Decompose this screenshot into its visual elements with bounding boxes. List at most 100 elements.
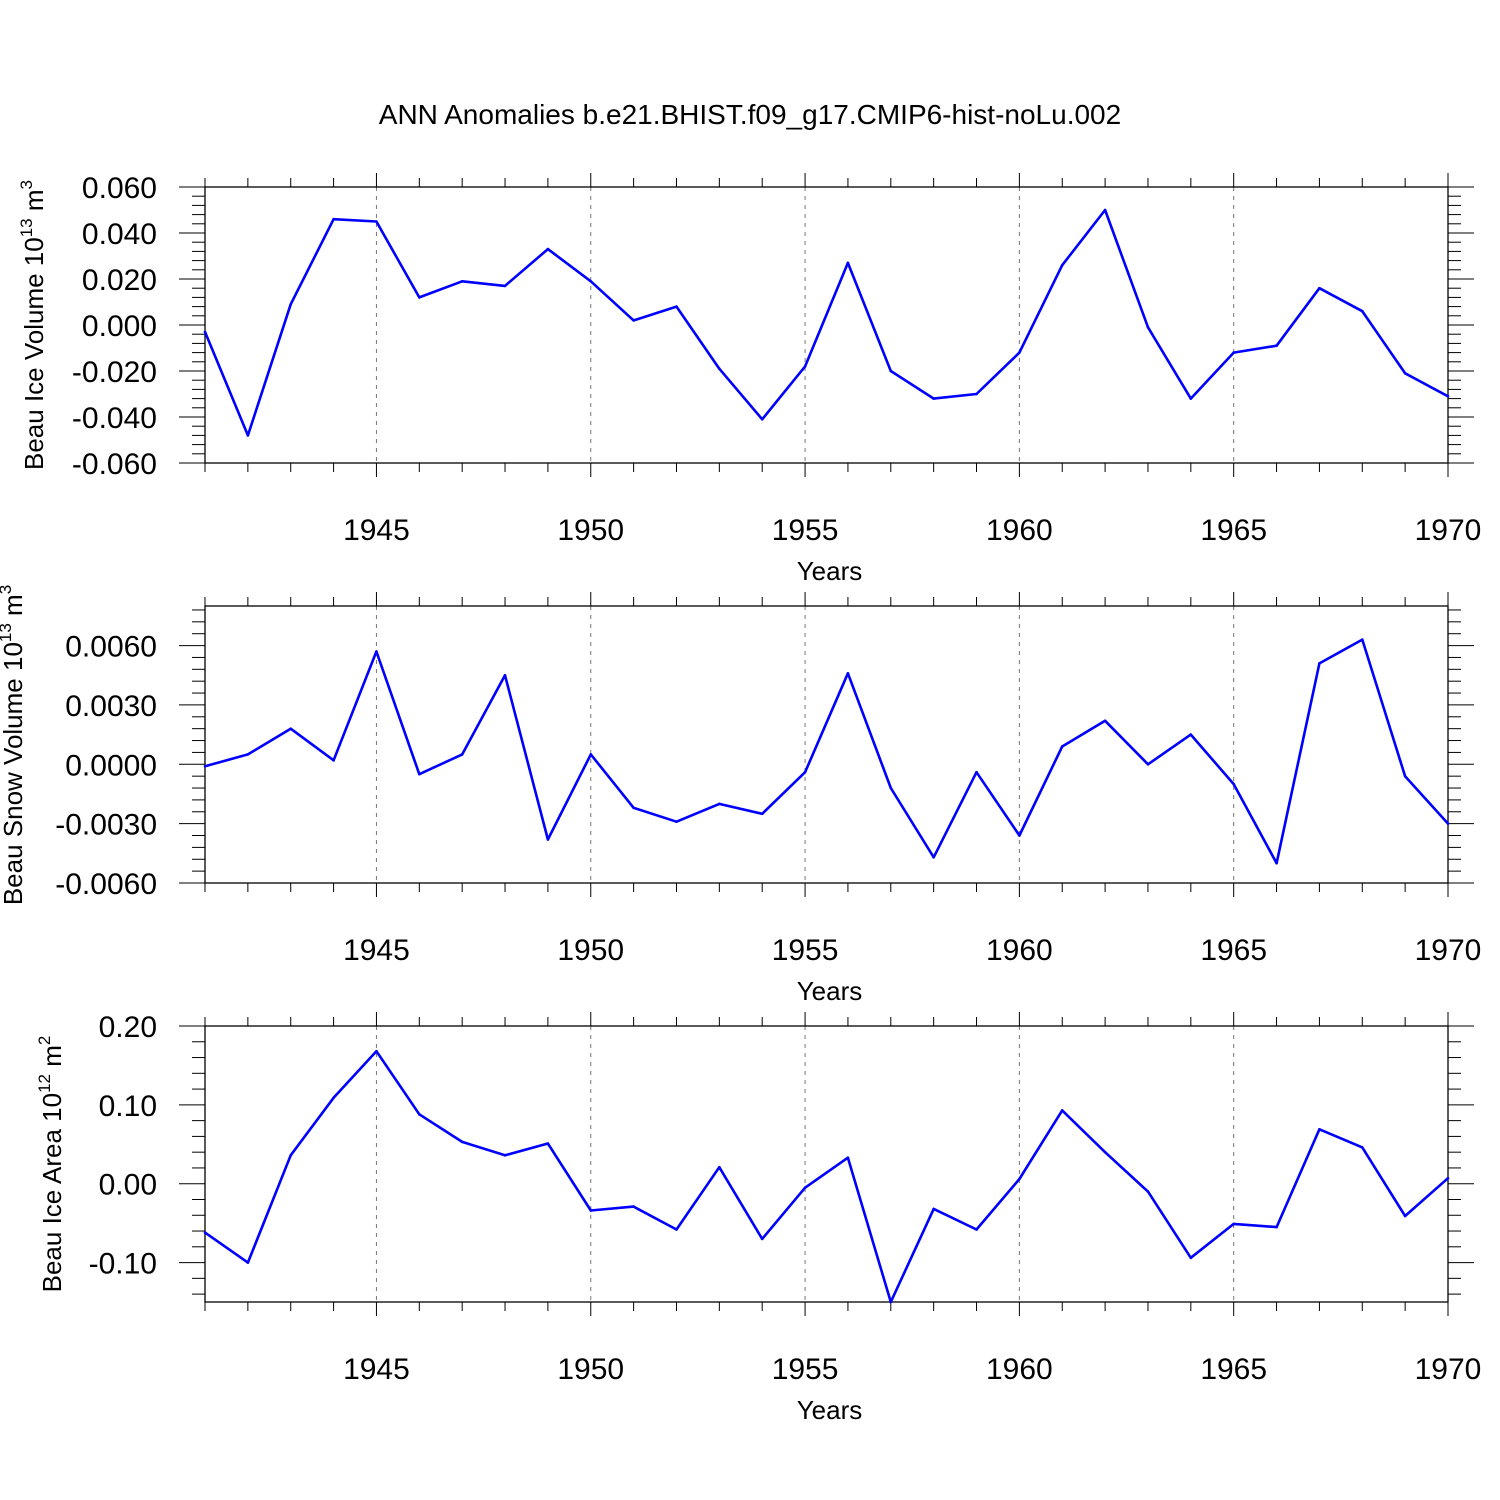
panel-2-data-point (1275, 861, 1278, 865)
panel-1-data-point (889, 369, 893, 373)
panel-1-ytick-label: -0.060 (72, 448, 157, 481)
panel-2-ytick-label: 0.0030 (65, 690, 157, 723)
panel-1-data-point (632, 319, 635, 322)
panel-3-data-point (1060, 1109, 1064, 1112)
panel-1-data-point (1360, 309, 1364, 313)
panel-2-xtick-label: 1960 (986, 934, 1053, 967)
panel-1-data-point (932, 397, 935, 400)
panel-3-data-point (675, 1228, 678, 1231)
panel-2-data-point (803, 770, 807, 774)
panel-3-data-point (546, 1142, 550, 1145)
panel-2-series-line (204, 638, 1449, 865)
panel-2-data-point (332, 759, 335, 762)
panel-1-data-point (1146, 326, 1150, 329)
panel-1-xlabel: Years (797, 556, 863, 586)
panel-2-data-point (975, 770, 978, 774)
figure-title: ANN Anomalies b.e21.BHIST.f09_g17.CMIP6-… (379, 99, 1121, 130)
panel-3-data-point (1318, 1128, 1321, 1131)
panel-1-ytick-label: 0.060 (82, 172, 157, 205)
panel-3-ytick-label: 0.10 (99, 1090, 157, 1123)
panel-1-data-point (418, 296, 421, 299)
panel-3-data-point (975, 1228, 978, 1231)
panel-2-data-point (418, 772, 421, 776)
panel-1-xtick-label: 1945 (343, 514, 410, 547)
panel-1-ytick-label: 0.040 (82, 218, 157, 251)
panel-3-data-point (803, 1186, 807, 1189)
panel-2-data-point (889, 786, 893, 790)
panel-3-series-line (204, 1049, 1449, 1304)
panel-2-data-point (1232, 782, 1235, 786)
panel-1-ytick-label: -0.040 (72, 402, 157, 435)
panel-3-xtick-label: 1955 (772, 1353, 839, 1386)
panel-3-xtick-label: 1965 (1200, 1353, 1267, 1386)
panel-1-ylabel: Beau Ice Volume 1013 m3 (17, 180, 49, 470)
panel-2-data-point (718, 802, 721, 806)
panel-3-data-point (760, 1237, 764, 1241)
panel-1-data-point (675, 305, 678, 308)
panel-3-xtick-label: 1970 (1415, 1353, 1482, 1386)
panel-2-data-point (589, 753, 593, 756)
panel-2-data-point (1318, 662, 1321, 665)
panel-2-xtick-label: 1945 (343, 934, 410, 967)
panel-2-ylabel: Beau Snow Volume 1013 m3 (0, 585, 28, 905)
panel-3-data-point (1446, 1176, 1450, 1180)
panel-3-data-point (846, 1156, 850, 1159)
panel-2-ytick-label: -0.0060 (55, 868, 157, 901)
panel-3-xtick-label: 1950 (557, 1353, 624, 1386)
panel-1-data-point (289, 303, 293, 306)
panel-3-data-point (1403, 1214, 1407, 1218)
panel-2-data-point (1018, 834, 1021, 837)
panel-2-data-point (1360, 638, 1364, 641)
panel-3-xtick-label: 1960 (986, 1353, 1053, 1386)
panel-1-ytick-label: 0.020 (82, 264, 157, 297)
panel-3-data-point (289, 1154, 293, 1157)
panel-2-data-point (1189, 733, 1193, 736)
panel-2-xlabel: Years (797, 976, 863, 1006)
panel-3-data-point (1360, 1146, 1364, 1149)
panel-2-data-point (460, 753, 464, 756)
panel-2-data-point (632, 806, 635, 810)
panel-2-data-point (1403, 774, 1407, 778)
panel-3-data-point (460, 1140, 464, 1144)
panel-1-data-point (332, 217, 335, 221)
panel-3-xtick-label: 1945 (343, 1353, 410, 1386)
panel-1-data-point (760, 418, 764, 421)
panel-2-data-point (760, 812, 764, 816)
panel-2-xtick-label: 1965 (1200, 934, 1267, 967)
panel-3-ytick-label: -0.10 (89, 1248, 157, 1281)
panel-1-series-line (203, 208, 1449, 437)
panel-3-data-point (1189, 1256, 1193, 1260)
panel-2-data-point (1060, 745, 1064, 748)
panel-2-xtick-label: 1955 (772, 934, 839, 967)
panel-1-data-point (503, 284, 507, 288)
panel-2-data-point (846, 671, 850, 675)
panel-1-xtick-label: 1950 (557, 514, 624, 547)
panel-3-data-point (246, 1261, 250, 1264)
panel-1-data-point (460, 280, 464, 283)
panel-2: -0.0060 -0.0030 0.0000 0.0030 0.0060 1945 1950… (0, 585, 1481, 1006)
panel-1-data-point (803, 365, 807, 368)
panel-3-data-point (632, 1205, 635, 1208)
panel-1-data-point (1103, 208, 1107, 212)
panel-1-xtick-label: 1970 (1415, 514, 1482, 547)
panel-1-data-point (1403, 372, 1407, 375)
panel-2-data-point (1103, 719, 1107, 723)
panel-2-data-point (546, 838, 550, 841)
panel-2-frame (204, 605, 1449, 884)
panel-3-data-point (375, 1049, 378, 1053)
panel-1-data-point (203, 330, 207, 334)
panel-3-data-point (332, 1096, 335, 1100)
panel-2-ytick-label: -0.0030 (55, 809, 157, 842)
panel-2-data-point (375, 650, 378, 653)
panel-1-data-point (1060, 263, 1064, 267)
panel-3-data-point (1103, 1150, 1107, 1154)
panel-1-data-point (846, 261, 850, 265)
panel-1-data-point (1232, 351, 1235, 354)
panel-2-data-point (203, 764, 207, 768)
panel-1-xtick-label: 1960 (986, 514, 1053, 547)
panel-3-data-point (1018, 1177, 1021, 1181)
panel-1-data-point (1189, 397, 1193, 400)
panel-3: -0.10 0.00 0.10 0.20 1945 1950 1955 1960 1965 197… (35, 1011, 1481, 1425)
panel-1-data-point (1446, 395, 1450, 398)
panel-2-xtick-label: 1970 (1415, 934, 1482, 967)
